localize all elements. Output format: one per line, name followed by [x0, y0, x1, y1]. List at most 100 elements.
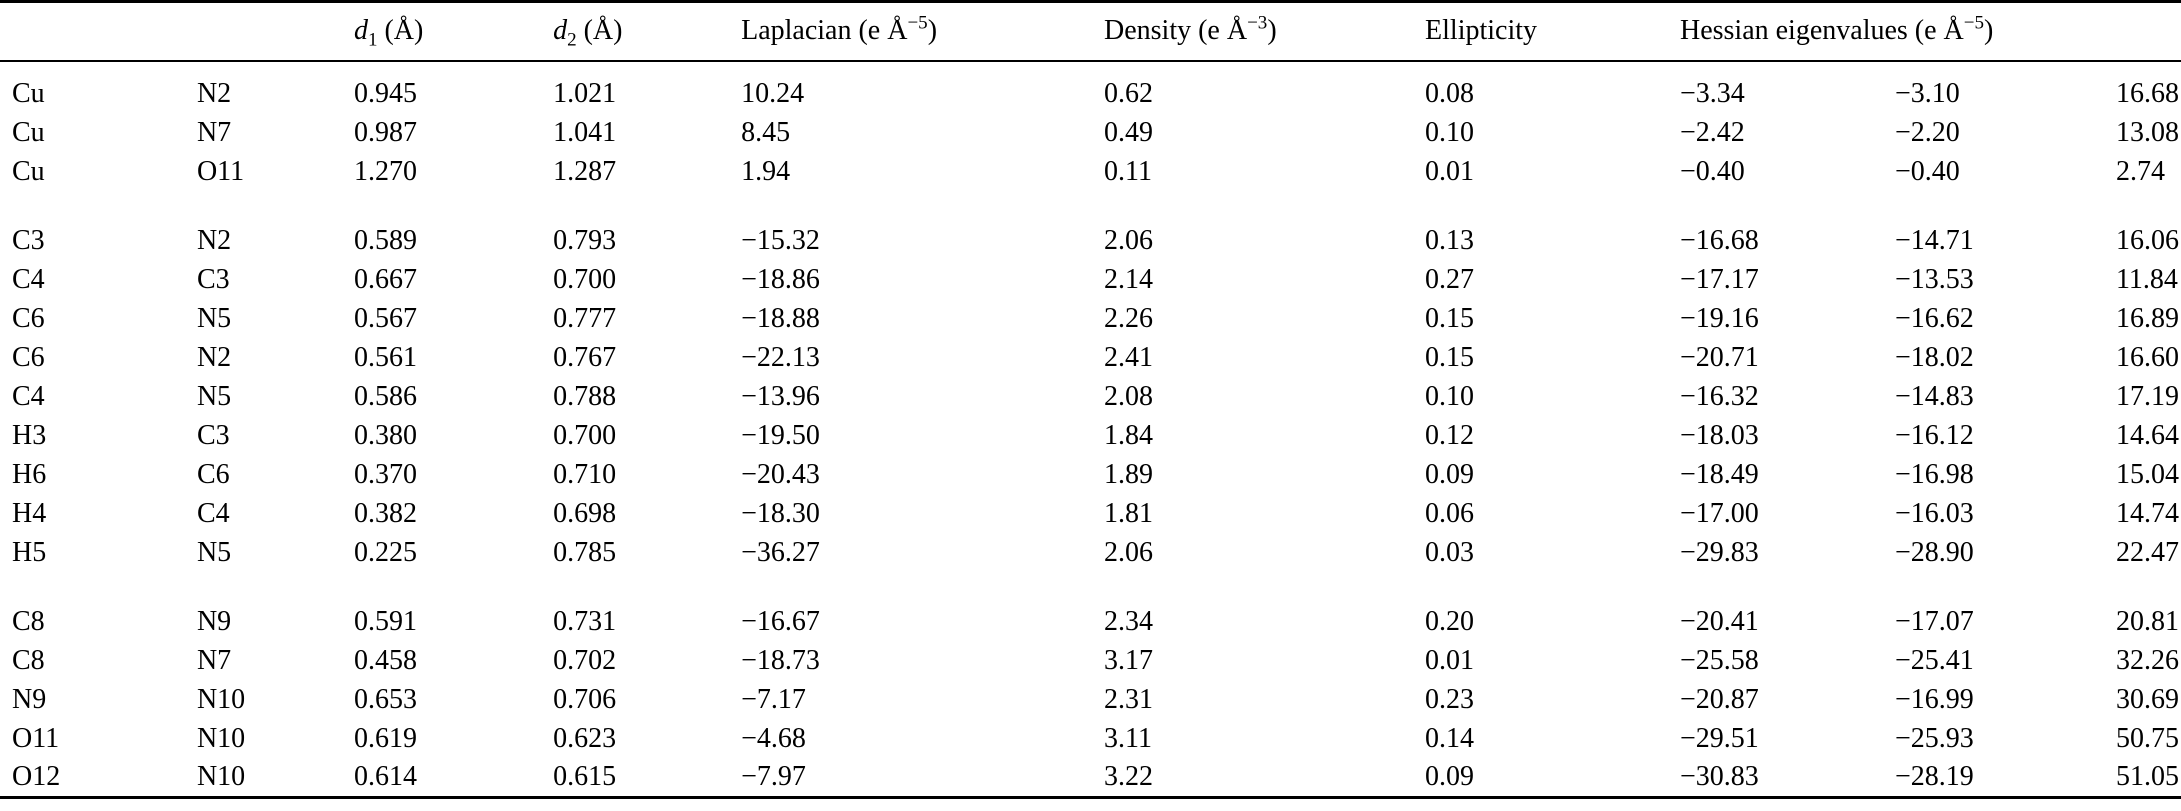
cell: 0.225	[353, 537, 417, 568]
cell: 2.74	[2115, 156, 2165, 187]
cell: 8.45	[741, 117, 791, 148]
cell: 0.623	[553, 723, 617, 754]
cell: 3.22	[1104, 761, 1153, 793]
cell: −18.02	[1895, 342, 1974, 373]
table-row: H3 C3 0.380 0.700 −19.50 1.84 0.12 −18.03 −16.12…	[0, 417, 2181, 456]
cell: 0.710	[553, 459, 617, 490]
cell: 0.10	[1425, 117, 1475, 148]
cell: 2.08	[1104, 381, 1153, 412]
cell: −19.50	[741, 420, 820, 451]
cell: −14.83	[1895, 381, 1974, 412]
cell: 0.788	[553, 381, 617, 412]
cell: −16.62	[1895, 303, 1974, 334]
cell: −29.51	[1679, 723, 1759, 754]
cell: N5	[196, 381, 232, 412]
cell: 2.31	[1104, 684, 1153, 715]
cell: −16.12	[1895, 420, 1974, 451]
cell: −19.16	[1679, 303, 1759, 334]
header-hessian-label: Hessian eigenvalues (e Å	[1679, 15, 1964, 47]
cell: 0.08	[1425, 78, 1475, 109]
cell: −0.40	[1895, 156, 1960, 187]
cell: 1.021	[553, 78, 617, 109]
cell: N7	[196, 117, 232, 148]
cell: 0.27	[1425, 264, 1475, 295]
cell: −0.40	[1679, 156, 1745, 187]
cell: −18.03	[1679, 420, 1759, 451]
cell: N10	[196, 684, 246, 715]
cell: 0.767	[553, 342, 617, 373]
cell: −22.13	[741, 342, 820, 373]
cell: 0.01	[1425, 156, 1475, 187]
cell: −14.71	[1895, 225, 1974, 256]
cell: −16.68	[1679, 225, 1759, 256]
cell: C3	[12, 225, 45, 256]
table-row: H4 C4 0.382 0.698 −18.30 1.81 0.06 −17.00 −16.03…	[0, 495, 2181, 534]
table-row: C4 C3 0.667 0.700 −18.86 2.14 0.27 −17.17 −13.53…	[0, 261, 2181, 300]
cell: 0.09	[1425, 761, 1475, 793]
cell: 0.23	[1425, 684, 1475, 715]
header-hessian-close: )	[1984, 15, 1994, 47]
cell: 3.11	[1104, 723, 1152, 754]
cell: 0.777	[553, 303, 617, 334]
cell: O11	[196, 156, 245, 187]
cell: −28.90	[1895, 537, 1974, 568]
table-row: C3 N2 0.589 0.793 −15.32 2.06 0.13 −16.68 −14.71…	[0, 222, 2181, 261]
cell: 30.69	[2115, 684, 2179, 715]
header-atom2	[196, 1, 354, 62]
cell: 0.591	[353, 606, 417, 637]
cell: 0.62	[1104, 78, 1153, 109]
cell: C4	[12, 264, 45, 295]
cell: −13.53	[1895, 264, 1974, 295]
cell: 17.19	[2115, 381, 2179, 412]
cell: 1.270	[353, 156, 417, 187]
cell: −17.17	[1679, 264, 1759, 295]
cell: Cu	[12, 117, 45, 148]
cell: C4	[12, 381, 45, 412]
cell: 50.75	[2115, 723, 2179, 754]
cell: H3	[12, 420, 47, 451]
cell: 0.567	[353, 303, 417, 334]
cell: −30.83	[1679, 761, 1759, 793]
table-row: O12 N10 0.614 0.615 −7.97 3.22 0.09 −30.83 −28.1…	[0, 759, 2181, 798]
cell: 0.11	[1104, 156, 1152, 187]
cell: 0.382	[353, 498, 417, 529]
cell: 0.615	[553, 761, 617, 793]
cell: −16.99	[1895, 684, 1974, 715]
cell: 15.04	[2115, 459, 2179, 490]
cell: 0.380	[353, 420, 417, 451]
cell: −2.42	[1679, 117, 1745, 148]
cell: 11.84	[2115, 264, 2178, 295]
spacer-row	[0, 61, 2181, 75]
header-d2: d2 (Å)	[553, 1, 742, 62]
cell: −36.27	[741, 537, 820, 568]
header-d2-unit: (Å)	[576, 15, 623, 47]
cell: H4	[12, 498, 47, 529]
cell: 1.287	[553, 156, 617, 187]
cell: 20.81	[2115, 606, 2179, 637]
cell: −13.96	[741, 381, 820, 412]
cell: −16.67	[741, 606, 820, 637]
cell: N10	[196, 723, 246, 754]
cell: −18.88	[741, 303, 820, 334]
cell: 0.458	[353, 645, 417, 676]
table-body: Cu N2 0.945 1.021 10.24 0.62 0.08 −3.34 −3.10 16.…	[0, 61, 2181, 798]
header-laplacian-close: )	[927, 15, 938, 47]
cell: −3.10	[1895, 78, 1960, 109]
cell: 16.89	[2115, 303, 2179, 334]
cell: Cu	[12, 78, 45, 109]
spacer-cell	[0, 573, 2181, 603]
cell: N9	[196, 606, 232, 637]
header-density-exponent: −3	[1247, 12, 1268, 34]
cell: C3	[196, 420, 230, 451]
table-row: C6 N5 0.567 0.777 −18.88 2.26 0.15 −19.16 −16.62…	[0, 300, 2181, 339]
cell: 0.619	[353, 723, 417, 754]
cell: −7.97	[741, 761, 806, 793]
cell: 3.17	[1104, 645, 1153, 676]
table-row: Cu O11 1.270 1.287 1.94 0.11 0.01 −0.40 −0.40 2.7…	[0, 153, 2181, 192]
cell: 0.589	[353, 225, 417, 256]
cell: 1.89	[1104, 459, 1153, 490]
cell: 1.81	[1104, 498, 1153, 529]
cell: 16.60	[2115, 342, 2179, 373]
cell: O11	[12, 723, 60, 754]
